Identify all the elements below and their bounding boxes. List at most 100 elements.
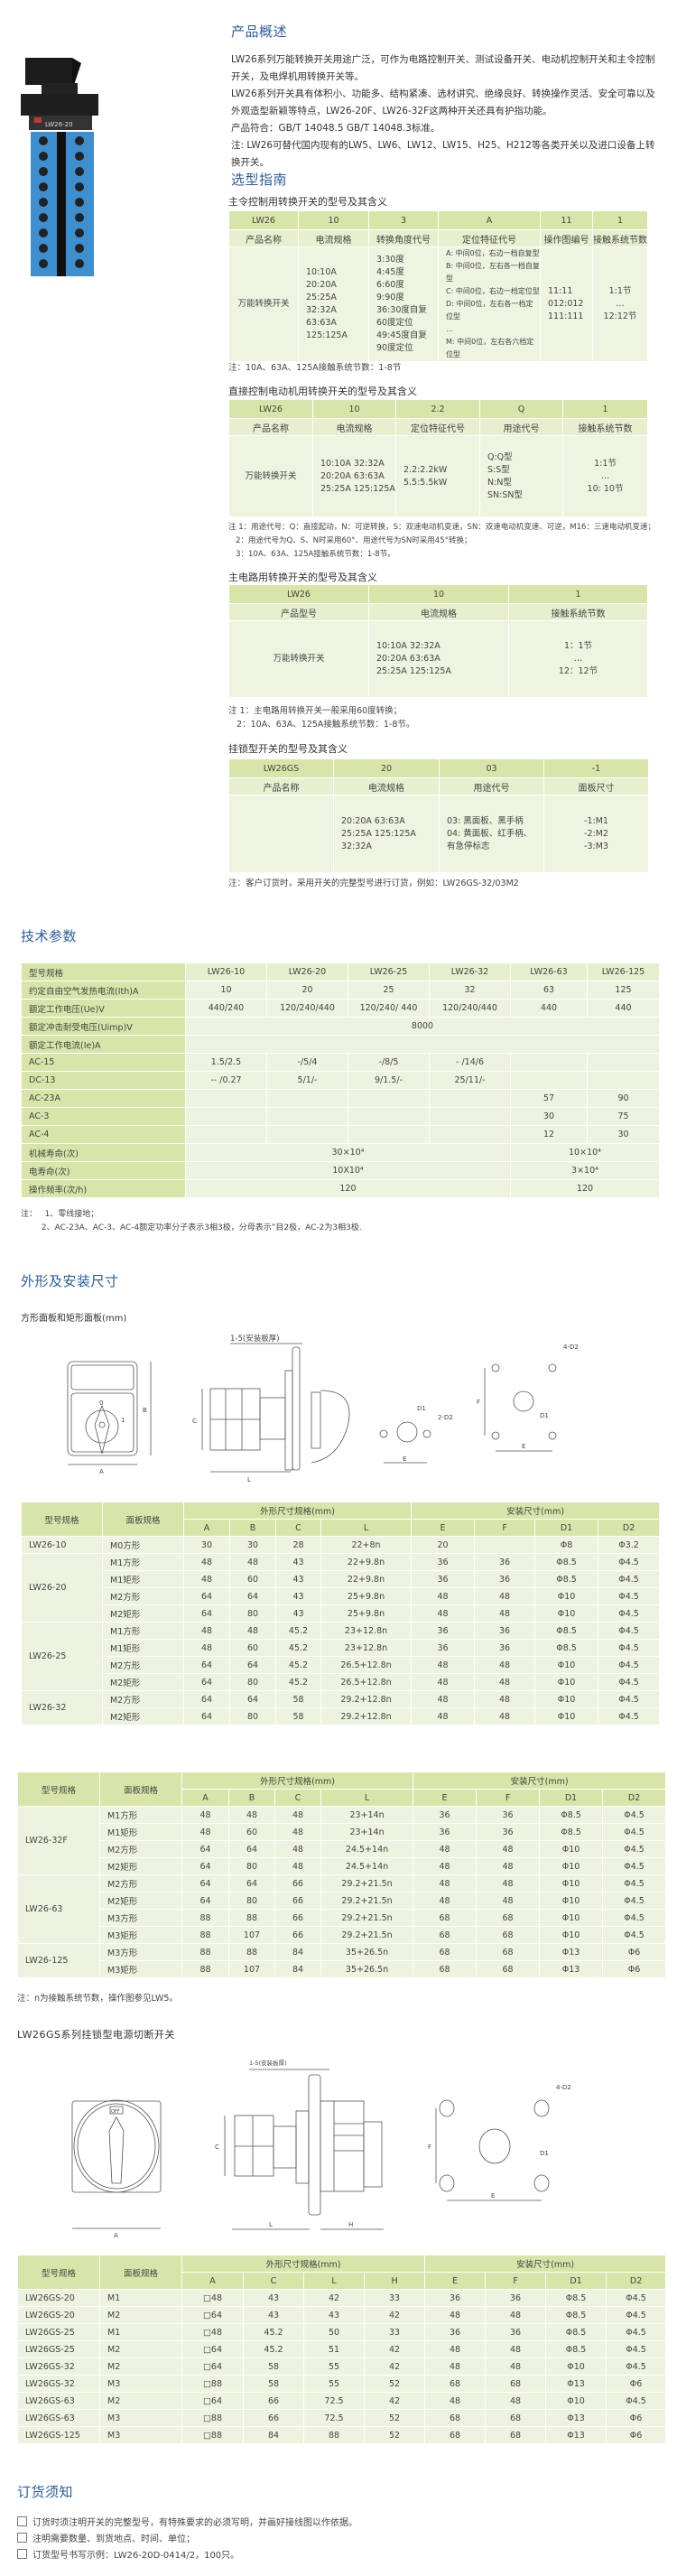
param-name: 约定自由空气发热电流(Ith)A	[21, 981, 186, 1000]
plate-thickness-label: 1-5(安装板厚)	[230, 1334, 280, 1344]
dimension-row: M2方形 64 64 43 25+9.8n 48 48 Φ10 Φ4.5	[22, 1587, 661, 1605]
value-cell: -- /0.27	[185, 1071, 267, 1090]
dimension-row: LW26-32 M2方形 64 64 58 29.2+12.8n 48 48 Φ10 Φ4.5	[21, 1690, 661, 1725]
header-row: 型号规格 面板规格 外形尺寸规格(mm) 安装尺寸(mm)	[17, 2255, 667, 2290]
dim-value: Φ10	[534, 1587, 599, 1605]
dim-value: 48	[181, 1806, 229, 1824]
value-cell: -/5/4	[266, 1053, 348, 1072]
dim-value: 36	[424, 2323, 487, 2341]
param-name: 操作频率(次/h)	[21, 1179, 186, 1198]
dim-value: 36	[411, 1570, 476, 1588]
tech-row: 额定工作电压(Ue)V 440/240 120/240/440 120/240/ 44…	[21, 999, 660, 1018]
panel-cell: M2	[99, 2357, 182, 2376]
dim-value: Φ4.5	[602, 1823, 667, 1841]
dim-value: 30	[183, 1536, 230, 1554]
terminal-screw	[75, 182, 84, 191]
label-cell: 定位特征代号	[438, 229, 541, 247]
body-row: 万能转换开关 10:10A 32:32A 20:20A 63:63A 25:25A…	[228, 620, 648, 698]
dim-value: Φ4.5	[606, 2357, 667, 2376]
svg-text:1: 1	[121, 1417, 125, 1424]
dim-value: 30	[229, 1536, 276, 1554]
code-cell: 03	[439, 758, 544, 778]
dim-value: 48	[274, 1806, 321, 1824]
value-cell	[266, 1107, 348, 1126]
header-row: 型号规格 面板规格 外形尺寸规格(mm) 安装尺寸(mm)	[21, 1502, 661, 1537]
dim-value: 66	[274, 1909, 321, 1927]
label-cell: 操作图编号	[540, 229, 593, 247]
gs-drawing: OFF A C L H 1-5(安装板厚) F E D1 4-D2	[71, 2059, 571, 2239]
label-cell: 接触系统节数	[562, 418, 648, 436]
dimension-row: LW26-10 M0方形 30 30 28 22+8n 20 Φ8 Φ3.2	[21, 1536, 661, 1554]
value-cell	[510, 1071, 588, 1090]
svg-text:D1: D1	[540, 2150, 549, 2157]
table1-title: 主令控制用转换开关的型号及其含义	[228, 196, 387, 208]
label-cell: 用途代号	[479, 418, 563, 436]
label-cell: 产品名称	[228, 229, 299, 247]
value-cell: 10X10⁴	[185, 1161, 511, 1180]
dim-value: Φ8.5	[545, 2340, 607, 2358]
panel-cell: M1矩形	[99, 1823, 182, 1841]
dim-value: Φ10	[545, 2357, 607, 2376]
outer-dims-header: 外形尺寸规格(mm)	[181, 1772, 414, 1790]
dim-col-header: D2	[598, 1519, 661, 1537]
dim-value: 48	[411, 1690, 476, 1708]
checkbox-icon	[17, 2533, 27, 2543]
code-cell: 1	[562, 399, 648, 419]
product-photo: LW26-20	[21, 58, 98, 276]
svg-text:E: E	[522, 1443, 525, 1450]
dim-value: 88	[181, 1926, 229, 1944]
code-cell: 1	[592, 210, 648, 230]
model-cell: LW26GS-32	[17, 2375, 100, 2393]
terminal-screw	[75, 244, 84, 253]
svg-text:F: F	[477, 1399, 480, 1406]
value-cell: 440	[587, 999, 660, 1018]
model-cell: LW26-25	[21, 1622, 103, 1691]
dim-value: 36	[474, 1570, 536, 1588]
dimensions-subtitle: 方形面板和矩形面板(mm)	[21, 1314, 127, 1324]
dim-value: 48	[181, 1823, 229, 1841]
dim-value: Φ10	[534, 1690, 599, 1708]
model-header: LW26-20	[266, 963, 348, 981]
dim-value: 48	[476, 1892, 541, 1910]
dim-col-header: C	[243, 2272, 304, 2290]
dim-value: 68	[413, 1943, 478, 1961]
dim-value: 48	[229, 1622, 276, 1640]
mount-dims-header: 安装尺寸(mm)	[411, 1502, 661, 1520]
dim-value: Φ4.5	[602, 1892, 667, 1910]
dim-value: 48	[274, 1823, 321, 1841]
value-cell	[429, 1089, 511, 1108]
gs-row: LW26GS-125 M3 □88 84 88 52 68 68 Φ13 Φ6	[17, 2426, 667, 2444]
dim-value: Φ13	[539, 1960, 604, 1978]
tech-params-table: 型号规格 LW26-10 LW26-20 LW26-25 LW26-32 LW26-63 L…	[21, 963, 660, 1198]
selection-title: 选型指南	[231, 172, 288, 188]
model-cell: LW26GS-63	[17, 2392, 100, 2410]
label-row: 产品名称 电流规格 用途代号 面板尺寸	[228, 777, 649, 795]
value-cell: 5/1/-	[266, 1071, 348, 1090]
dim-value: 26.5+12.8n	[320, 1656, 413, 1674]
dim-value: Φ10	[539, 1874, 604, 1892]
dim-value: 64	[183, 1707, 230, 1725]
dim-col-header: L	[303, 2272, 365, 2290]
terminal-screw	[39, 136, 48, 145]
model-cell: LW26-32F	[17, 1806, 100, 1875]
table4-title: 挂锁型开关的型号及其含义	[228, 743, 348, 755]
svg-text:A: A	[99, 1468, 104, 1475]
svg-text:C: C	[215, 2144, 219, 2151]
dim-value: 35+26.5n	[320, 1960, 414, 1978]
value-cell: 25	[348, 981, 430, 1000]
dim-value: Φ4.5	[606, 2306, 667, 2324]
dimension-drawing: 0 1 A B C L 1-5(安装板厚) E D1 2-D2 F	[67, 1334, 579, 1483]
gs-title: LW26GS系列挂锁型电源切断开关	[17, 2029, 175, 2041]
dim-value: Φ13	[545, 2409, 607, 2427]
dim-value: 68	[413, 1960, 478, 1978]
model-cell: LW26-125	[17, 1943, 100, 1978]
gs-row: LW26GS-25 M1 □48 45.2 50 33 36 36 Φ8.5 Φ4.5	[17, 2323, 667, 2341]
dim-col-header: A	[183, 1519, 230, 1537]
dim-value: 68	[485, 2409, 547, 2427]
mount-dims-header: 安装尺寸(mm)	[413, 1772, 667, 1790]
value-cell: 63	[510, 981, 588, 1000]
value-cell: 10×10⁴	[510, 1143, 660, 1162]
dim-value: Φ4.5	[598, 1639, 661, 1657]
label-cell: 产品型号	[228, 603, 369, 621]
value-cell	[587, 1053, 660, 1072]
